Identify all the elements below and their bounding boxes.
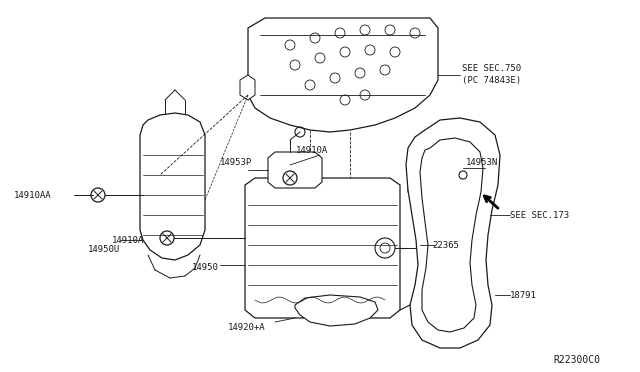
Polygon shape	[268, 152, 322, 188]
Text: 14950: 14950	[192, 263, 219, 273]
Polygon shape	[408, 153, 463, 198]
Polygon shape	[420, 138, 483, 332]
Text: 14910AA: 14910AA	[14, 190, 52, 199]
Polygon shape	[295, 295, 378, 326]
Text: (PC 74843E): (PC 74843E)	[462, 76, 521, 84]
Polygon shape	[248, 18, 438, 132]
Text: 14910A: 14910A	[112, 235, 144, 244]
Polygon shape	[140, 113, 205, 260]
Text: SEE SEC.173: SEE SEC.173	[510, 211, 569, 219]
Polygon shape	[245, 178, 400, 318]
Polygon shape	[240, 75, 255, 100]
Text: 14950U: 14950U	[88, 246, 120, 254]
Text: 14953P: 14953P	[220, 157, 252, 167]
Text: 22365: 22365	[432, 241, 459, 250]
Text: R22300C0: R22300C0	[553, 355, 600, 365]
Text: 14920+A: 14920+A	[228, 324, 266, 333]
Text: 18791: 18791	[510, 291, 537, 299]
Polygon shape	[406, 118, 500, 348]
Text: 14953N: 14953N	[466, 157, 499, 167]
Text: SEE SEC.750: SEE SEC.750	[462, 64, 521, 73]
Text: 14910A: 14910A	[296, 145, 328, 154]
